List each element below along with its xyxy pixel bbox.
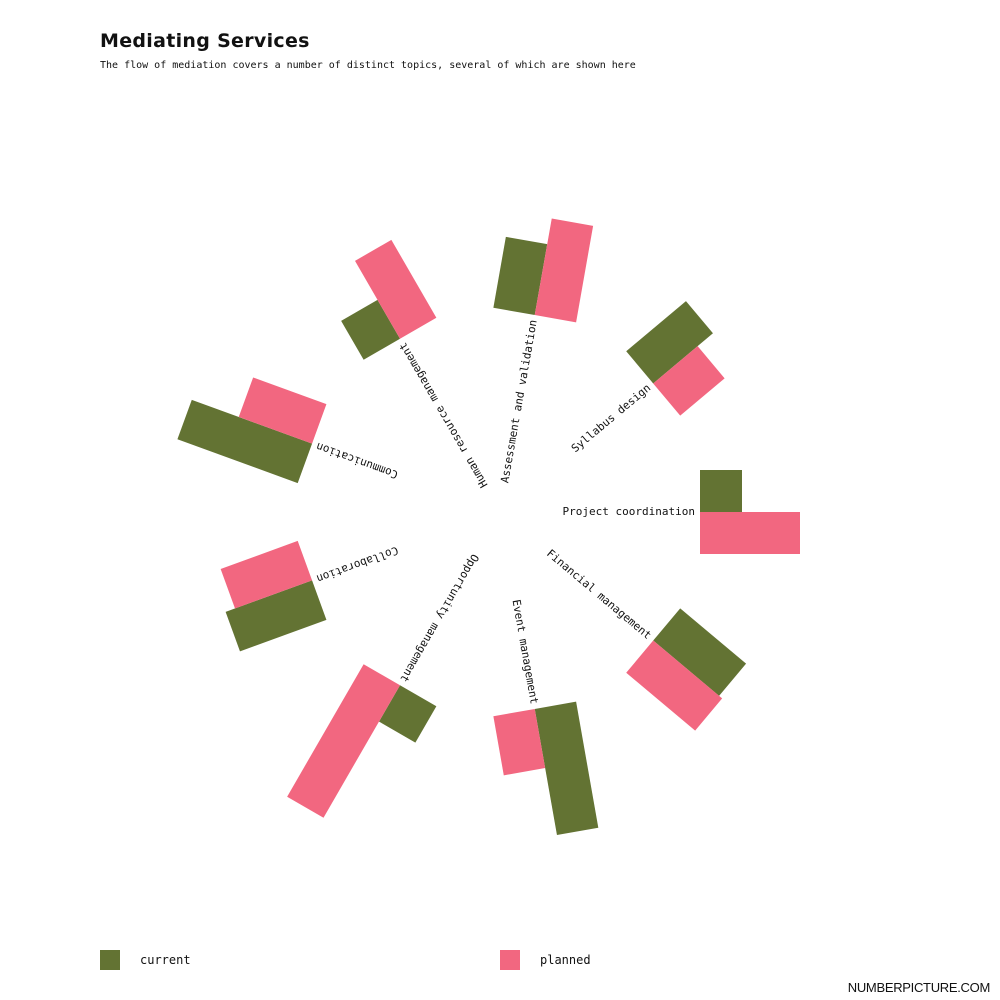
bar-current bbox=[177, 399, 313, 484]
bar-planned bbox=[493, 708, 546, 776]
brand-watermark: NUMBERPICTURE.COM bbox=[847, 980, 991, 995]
category-label: Syllabus design bbox=[569, 381, 653, 455]
bar-current bbox=[626, 301, 713, 384]
bar-current bbox=[700, 470, 742, 512]
category-label: Collaboration bbox=[315, 544, 400, 586]
bar-current bbox=[225, 580, 327, 652]
bar-current bbox=[653, 608, 747, 696]
category-label: Project coordination bbox=[563, 505, 695, 518]
category-label: Communication bbox=[314, 440, 399, 482]
legend-swatch-current bbox=[100, 950, 120, 970]
category-label: Opportunity management bbox=[397, 552, 481, 685]
bar-planned bbox=[287, 664, 401, 818]
bar-planned bbox=[355, 239, 437, 339]
chart-subtitle: The flow of mediation covers a number of… bbox=[100, 60, 636, 71]
category-label: Financial management bbox=[544, 547, 654, 642]
category-label: Assessment and validation bbox=[498, 319, 540, 484]
category-label: Human resource management bbox=[396, 340, 490, 490]
bar-current bbox=[534, 701, 599, 836]
chart-title: Mediating Services bbox=[100, 30, 310, 52]
bar-planned bbox=[626, 640, 723, 731]
bar-planned bbox=[653, 346, 725, 416]
category-label: Event management bbox=[510, 598, 541, 705]
bar-planned bbox=[238, 377, 327, 444]
legend-label-planned: planned bbox=[540, 953, 591, 967]
bar-planned bbox=[700, 512, 800, 554]
bar-current bbox=[493, 236, 548, 316]
legend-swatch-planned bbox=[500, 950, 520, 970]
bar-current bbox=[379, 685, 437, 743]
bars-group bbox=[177, 218, 800, 836]
bar-current bbox=[341, 299, 400, 360]
bar-planned bbox=[220, 540, 313, 609]
legend-label-current: current bbox=[140, 953, 191, 967]
bar-planned bbox=[534, 218, 594, 323]
